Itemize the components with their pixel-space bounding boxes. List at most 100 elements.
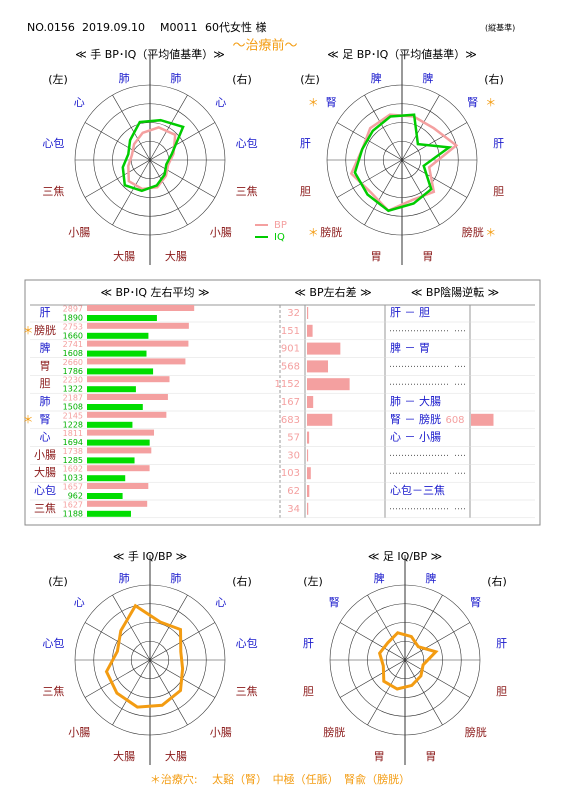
spoke xyxy=(112,94,188,226)
bp-bar xyxy=(87,411,167,418)
bp-value: 1692 xyxy=(63,465,83,474)
axis-label: 小腸 xyxy=(68,226,90,239)
iq-value: 1508 xyxy=(63,403,83,412)
axis-label: 三焦 xyxy=(42,685,64,698)
bp-value: 1738 xyxy=(63,447,83,456)
diff-value: 1152 xyxy=(275,379,300,390)
bp-value: 2753 xyxy=(63,322,83,331)
side-label: (左) xyxy=(303,575,323,588)
axis-label: 腎 xyxy=(470,596,481,609)
footer: ＊治療穴: 太谿（腎） 中極（任脈） 腎兪（膀胱） xyxy=(150,772,410,786)
radar-series xyxy=(377,631,439,691)
bp-bar xyxy=(87,305,195,311)
axis-label: 三焦 xyxy=(236,185,258,198)
iq-value: 1608 xyxy=(63,349,83,358)
marker: ＊ xyxy=(23,413,34,426)
bp-bar xyxy=(87,322,189,329)
axis-label: 膀胱 xyxy=(320,225,342,239)
radar-series xyxy=(353,113,453,213)
iq-bar xyxy=(87,386,136,393)
axis-label: 小腸 xyxy=(68,726,90,739)
axis-label: 大腸 xyxy=(165,249,187,263)
iq-value: 1228 xyxy=(63,420,83,429)
axis-label: 胆 xyxy=(303,685,314,698)
reversal-pair: 肝 － 胆 xyxy=(390,306,430,319)
side-label: (右) xyxy=(487,574,507,588)
bp-value: 1657 xyxy=(63,483,83,492)
side-label: (左) xyxy=(48,575,68,588)
diff-bar xyxy=(307,413,333,426)
reversal-pair: 脾 － 胃 xyxy=(390,341,430,355)
diff-bar xyxy=(307,307,309,319)
axis-label: 心 xyxy=(215,596,226,609)
bp-bar xyxy=(87,500,148,507)
bp-bar xyxy=(87,483,149,489)
diff-value: 32 xyxy=(287,308,300,319)
iq-value: 962 xyxy=(68,492,83,501)
date: 2019.09.10 xyxy=(82,21,145,34)
axis-label: 腎 xyxy=(326,96,337,109)
marker: ＊ xyxy=(23,324,34,337)
bp-bar xyxy=(87,465,150,472)
axis-label: 胃 xyxy=(374,750,385,763)
diff-bar xyxy=(307,467,311,480)
marker: ＊ xyxy=(308,96,319,109)
reversal-pair: 腎 － 膀胱 xyxy=(390,412,441,426)
bp-value: 2145 xyxy=(63,411,83,420)
axis-label: 心包 xyxy=(42,137,64,150)
basis: (縦基準) xyxy=(485,23,515,33)
diff-value: 62 xyxy=(287,486,300,497)
iq-bar xyxy=(87,350,147,357)
radar-series xyxy=(127,126,177,191)
axis-label: 肺 xyxy=(170,72,181,85)
iq-value: 1694 xyxy=(63,438,83,447)
axis-label: 肝 xyxy=(303,637,314,650)
bp-bar xyxy=(87,358,186,365)
axis-label: 膀胱 xyxy=(462,225,484,239)
reversal-value: 608 xyxy=(445,415,464,426)
axis-label: 心包 xyxy=(236,637,258,650)
chart-title: ≪ 足 BP･IQ（平均値基準）≫ xyxy=(327,47,477,61)
axis-label: 心 xyxy=(215,96,226,109)
iq-bar xyxy=(87,315,157,321)
iq-value: 1285 xyxy=(63,456,83,465)
axis-label: 膀胱 xyxy=(465,725,487,739)
axis-label: 大腸 xyxy=(165,749,187,763)
record-no: NO.0156 xyxy=(27,21,75,34)
bp-bar xyxy=(87,429,155,436)
axis-label: 大腸 xyxy=(113,249,135,263)
legend-label: BP xyxy=(274,220,287,231)
iq-value: 1188 xyxy=(63,509,83,518)
axis-label: 胃 xyxy=(425,750,436,763)
iq-bar xyxy=(87,439,150,446)
diff-bar xyxy=(307,485,310,497)
bp-value: 2741 xyxy=(63,340,83,349)
diff-value: 167 xyxy=(281,397,300,408)
bp-value: 1811 xyxy=(63,429,83,438)
side-label: (右) xyxy=(484,72,504,86)
table-header: ≪ BP陰陽逆転 ≫ xyxy=(411,285,499,299)
organ-name: 胃 xyxy=(40,359,51,372)
legend-label: IQ xyxy=(274,232,285,243)
side-label: (右) xyxy=(232,574,252,588)
axis-label: 肝 xyxy=(300,137,311,150)
diff-bar xyxy=(307,324,313,337)
axis-label: 脾 xyxy=(422,71,433,85)
iq-bar xyxy=(87,368,154,375)
iq-bar xyxy=(87,475,126,482)
axis-label: 胃 xyxy=(422,250,433,263)
table-header: ≪ BP左右差 ≫ xyxy=(294,285,371,299)
marker: ＊ xyxy=(485,226,496,239)
axis-label: 小腸 xyxy=(210,726,232,739)
organ-name: 小腸 xyxy=(34,448,56,461)
diff-value: 57 xyxy=(287,433,300,444)
axis-label: 腎 xyxy=(467,96,478,109)
marker: ＊ xyxy=(485,96,496,109)
bp-value: 2187 xyxy=(63,394,83,403)
patient-id: M0011 xyxy=(160,21,198,34)
reversal-pair: 肺 － 大腸 xyxy=(390,394,441,408)
diff-bar xyxy=(307,396,314,408)
bp-value: 2897 xyxy=(63,305,83,314)
diff-value: 901 xyxy=(281,344,300,355)
